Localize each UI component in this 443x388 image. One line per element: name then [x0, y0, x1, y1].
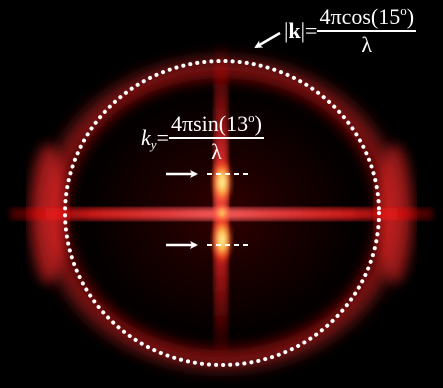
degree-symbol: o [248, 110, 255, 125]
ky-numerator-text: 4πsin(13 [170, 111, 249, 136]
k-magnitude-lhs: |k|= [284, 20, 317, 42]
k-magnitude-circle [63, 59, 381, 367]
k-magnitude-equation: |k|= 4πcos(15o) λ [284, 3, 417, 57]
ky-subscript: y [150, 137, 157, 152]
ky-numerator-close: ) [254, 111, 262, 136]
bright-peak-upper [212, 158, 232, 206]
ky-variable: k [141, 125, 151, 150]
bright-peak-lower [212, 216, 232, 264]
k-numerator-close: ) [406, 4, 415, 29]
ky-lhs: ky= [141, 125, 169, 152]
k-magnitude-numerator: 4πcos(15o) [317, 3, 417, 32]
abs-bar-right: |= [300, 18, 318, 43]
ky-equals: = [156, 125, 169, 150]
ky-numerator: 4πsin(13o) [168, 110, 264, 139]
ky-fraction: 4πsin(13o) λ [168, 110, 264, 164]
ky-denominator: λ [211, 139, 222, 164]
center-peak [215, 205, 229, 221]
degree-symbol: o [400, 3, 407, 18]
arrow-icon [254, 31, 281, 49]
k-vector-symbol: k [288, 18, 301, 43]
abs-bar-left: | [284, 18, 289, 43]
k-magnitude-denominator: λ [361, 32, 373, 57]
k-numerator-text: 4πcos(15 [319, 4, 401, 29]
ky-equation: ky= 4πsin(13o) λ [141, 110, 264, 164]
k-magnitude-fraction: 4πcos(15o) λ [317, 3, 417, 57]
